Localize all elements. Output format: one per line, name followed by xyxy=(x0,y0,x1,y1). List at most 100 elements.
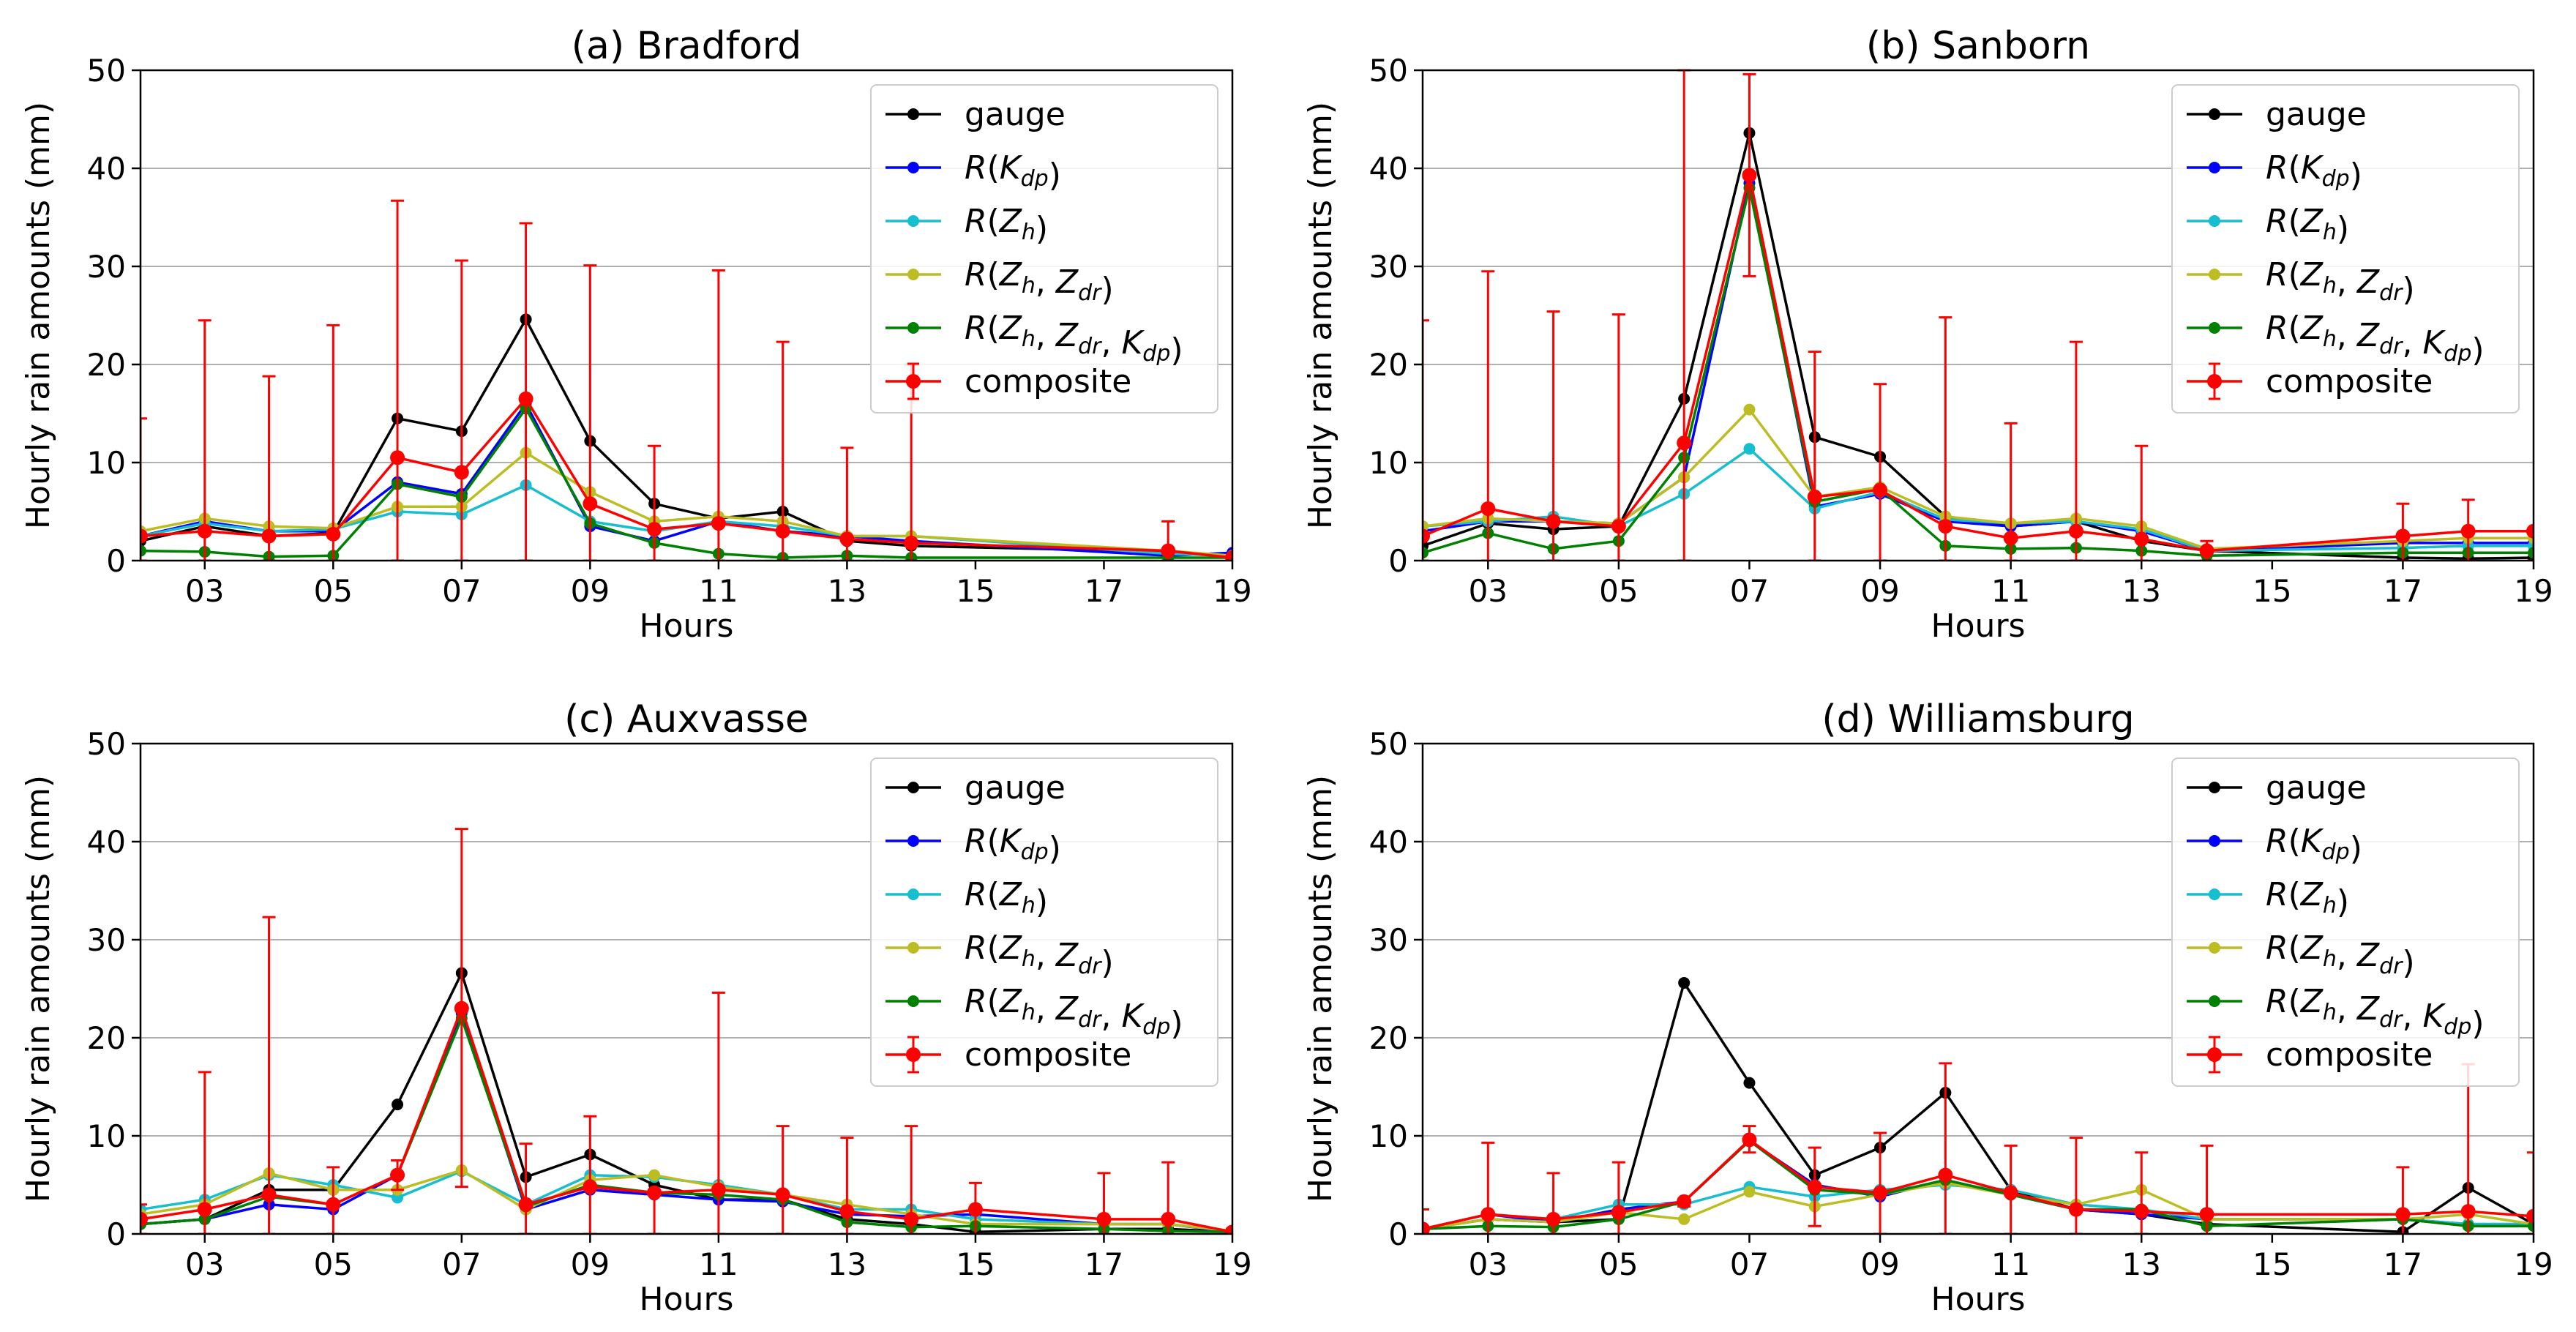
legend-marker xyxy=(907,835,919,847)
data-point-composite xyxy=(904,1211,919,1227)
legend-text-part: ) xyxy=(2471,1005,2484,1042)
legend-marker xyxy=(2209,269,2220,280)
x-tick-label: 13 xyxy=(828,1246,866,1282)
legend-text-part: ( xyxy=(987,929,1000,967)
legend-entry-gauge: gauge xyxy=(2187,769,2367,807)
chart-title: (a) Bradford xyxy=(572,24,802,68)
legend-entry-zhzdr: R(Zh, Zdr) xyxy=(886,256,1114,308)
x-tick-label: 05 xyxy=(1599,573,1638,609)
x-tick-label: 09 xyxy=(1860,1246,1899,1282)
legend-text-part: dr xyxy=(1078,334,1102,359)
legend-text-part: ) xyxy=(1049,830,1061,867)
legend-text-part: ) xyxy=(2337,210,2349,247)
legend-text-part: h xyxy=(1022,893,1036,918)
chart-title: (c) Auxvasse xyxy=(564,697,809,741)
data-point-composite xyxy=(711,1182,726,1197)
x-tick-label: 05 xyxy=(314,573,353,609)
y-tick-label: 40 xyxy=(1369,824,1408,860)
legend-entry-zh: R(Zh) xyxy=(2187,203,2349,247)
legend-label: R(Zh, Zdr, Kdp) xyxy=(965,310,1183,369)
legend-marker xyxy=(2209,322,2220,334)
legend-marker xyxy=(2209,942,2220,954)
legend-text-part: ( xyxy=(2288,203,2301,240)
y-axis-label: Hourly rain amounts (mm) xyxy=(20,102,57,529)
y-tick-label: 30 xyxy=(87,922,126,958)
y-tick-label: 40 xyxy=(1369,151,1408,187)
x-tick-label: 15 xyxy=(956,573,995,609)
legend-label: R(Zh, Zdr) xyxy=(965,256,1114,308)
plot-frame xyxy=(1421,69,2535,562)
plot-frame xyxy=(139,69,1234,562)
data-point-composite xyxy=(390,1167,405,1183)
legend-text-part: Z xyxy=(999,929,1022,967)
legend-label: R(Zh) xyxy=(2266,876,2349,921)
legend-text-part: R xyxy=(2266,876,2288,913)
x-tick-label: 13 xyxy=(2122,573,2161,609)
legend-text-part: R xyxy=(2266,310,2288,347)
data-point-composite xyxy=(2134,1204,2149,1219)
y-tick-label: 10 xyxy=(1369,1118,1408,1154)
legend-text-part: , xyxy=(2402,324,2422,362)
legend-text-part: , xyxy=(1101,324,1121,362)
data-point-composite xyxy=(1096,1211,1112,1227)
legend-box xyxy=(2171,84,2520,414)
data-point-composite xyxy=(2395,1207,2411,1222)
legend-text-part: ( xyxy=(987,310,1000,347)
legend-text-part: ) xyxy=(2402,944,2414,981)
legend-text-part: ) xyxy=(1036,883,1048,921)
legend-text-part: K xyxy=(2301,823,2324,860)
data-layer xyxy=(1423,976,2534,1234)
y-tick-label: 50 xyxy=(1369,53,1408,89)
legend-text-part: ( xyxy=(2288,310,2301,347)
data-point-composite xyxy=(1938,519,1953,534)
data-point-zhzdr xyxy=(1743,403,1756,416)
legend-text-part: ) xyxy=(1036,210,1048,247)
legend-text-part: Z xyxy=(1055,317,1079,354)
plot-frame xyxy=(139,742,1234,1235)
data-point-composite xyxy=(1938,1167,1953,1183)
legend-text-part: Z xyxy=(2300,203,2324,240)
legend-label: R(Zh, Zdr, Kdp) xyxy=(2266,310,2485,369)
data-point-composite xyxy=(1161,543,1176,558)
legend-text-part: ( xyxy=(2288,823,2301,860)
data-point-composite xyxy=(1546,514,1561,529)
y-tick-label: 50 xyxy=(1369,726,1408,762)
legend-marker xyxy=(907,888,919,900)
legend-text-part: , xyxy=(1036,937,1056,974)
legend-text-part: Z xyxy=(999,876,1022,913)
y-tick-label: 10 xyxy=(87,445,126,481)
data-layer xyxy=(1423,69,2534,561)
legend-text-part: ( xyxy=(2288,256,2301,293)
legend-text-part: h xyxy=(1022,1000,1036,1025)
y-tick-label: 10 xyxy=(1369,445,1408,481)
legend-text-part: ) xyxy=(2337,883,2349,921)
legend-text-part: dp xyxy=(2322,166,2350,192)
legend-text-part: dp xyxy=(2444,341,2471,367)
legend-text-part: dp xyxy=(1142,341,1170,367)
data-point-composite xyxy=(2003,531,2018,546)
legend-text-part: K xyxy=(2422,998,2446,1035)
series-line-zh xyxy=(1423,446,2534,553)
legend-text-part: Z xyxy=(2356,990,2380,1028)
legend-marker xyxy=(907,215,919,227)
data-point-composite xyxy=(141,1211,148,1227)
x-axis-label: Hours xyxy=(1931,1281,2026,1318)
data-point-composite xyxy=(711,516,726,531)
y-tick-label: 20 xyxy=(1369,347,1408,383)
legend-entry-zh: R(Zh) xyxy=(886,876,1048,921)
data-point-composite xyxy=(647,1185,662,1200)
data-point-composite xyxy=(518,391,533,406)
legend-text-part: Z xyxy=(1055,990,1079,1028)
legend-text-part: Z xyxy=(999,983,1022,1020)
data-point-composite xyxy=(1480,501,1496,516)
legend-text-part: h xyxy=(1022,220,1036,245)
series-line-zhzdrkdp xyxy=(1423,1139,2534,1231)
legend-text-part: ( xyxy=(2288,149,2301,187)
data-point-composite xyxy=(583,1179,598,1194)
data-point-composite xyxy=(1873,482,1888,498)
legend-text-part: , xyxy=(2402,998,2422,1035)
y-tick-label: 30 xyxy=(1369,249,1408,285)
legend-text-part: dr xyxy=(1078,1007,1102,1033)
